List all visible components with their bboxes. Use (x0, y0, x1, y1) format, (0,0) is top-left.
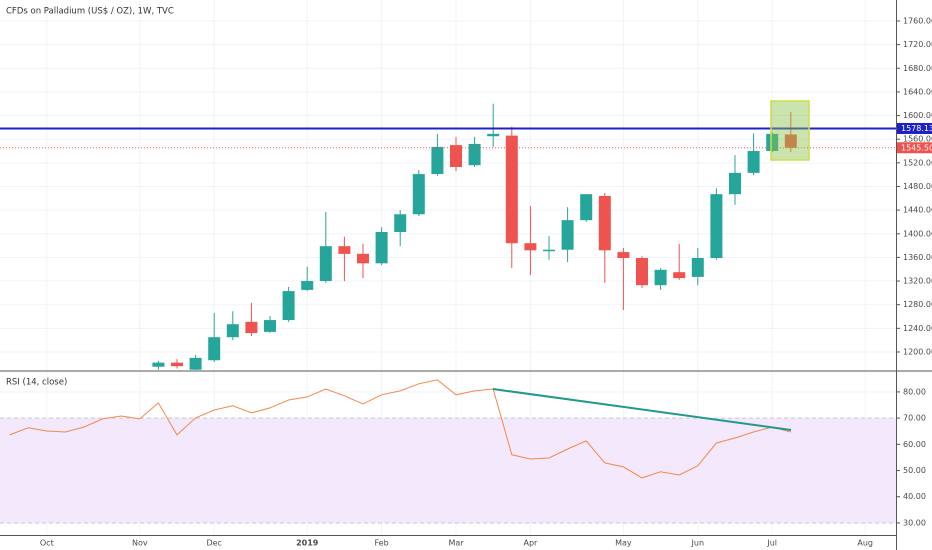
y-tick-label: 1320.00 (903, 277, 932, 286)
highlight-box (770, 100, 810, 161)
candle-body (784, 134, 797, 148)
candle-body (450, 145, 462, 167)
x-tick-label: Mar (448, 539, 464, 548)
candle-body (654, 269, 667, 286)
trend-line (492, 388, 792, 431)
y-tick-label: 1280.00 (903, 300, 932, 309)
candle-body (152, 362, 165, 367)
candle-body (710, 194, 723, 258)
candle-body (505, 135, 518, 244)
y-tick-label: 1240.00 (903, 324, 932, 333)
candle-body (598, 195, 611, 251)
y-tick-label: 80.00 (903, 387, 926, 396)
candle-body (617, 252, 630, 258)
y-tick-label: 1360.00 (903, 253, 932, 262)
y-tick-label: 1400.00 (903, 229, 932, 238)
candle-body (282, 291, 295, 321)
y-tick-label: 60.00 (903, 440, 926, 449)
price-label: 1545.50 (901, 143, 932, 152)
y-tick-label: 1760.00 (903, 16, 932, 25)
candle-body (673, 272, 686, 279)
candle-body (747, 151, 760, 173)
candle-body (264, 320, 276, 332)
candle-body (357, 253, 369, 264)
y-tick-label: 1560.00 (903, 135, 932, 144)
candle-body (766, 133, 779, 152)
x-tick-label: Oct (40, 539, 54, 548)
y-tick-label: 1680.00 (903, 64, 932, 73)
candle-body (301, 281, 314, 290)
candle-body (412, 174, 425, 215)
chart-title: CFDs on Palladium (US$ / OZ), 1W, TVC (6, 7, 174, 17)
candle-body (561, 220, 574, 250)
x-tick-label: Nov (132, 539, 148, 548)
candle-body (226, 324, 239, 338)
candle-body (319, 246, 332, 282)
y-tick-label: 40.00 (903, 492, 926, 501)
x-tick-label: Feb (375, 539, 389, 548)
candle-body (543, 249, 555, 252)
axes: Oct Nov Dec 2019 Feb Mar Apr May Jun Jul Aug 1200.0… (40, 16, 932, 548)
x-tick-label: Jul (766, 539, 777, 548)
candle-body (468, 143, 481, 166)
candle-body (524, 243, 537, 251)
candle-body (487, 133, 500, 137)
price-pane (0, 103, 896, 370)
y-tick-label: 1200.00 (903, 347, 932, 356)
y-tick-label: 1720.00 (903, 40, 932, 49)
candle-body (208, 337, 221, 361)
candle-body (636, 257, 648, 286)
candle-body (691, 257, 704, 277)
y-tick-label: 1600.00 (903, 111, 932, 120)
x-tick-label: Aug (857, 539, 873, 548)
candle-body (171, 362, 183, 367)
y-tick-label: 1640.00 (903, 87, 932, 96)
y-tick-label: 1440.00 (903, 206, 932, 215)
candle-body (375, 231, 388, 264)
candle-body (431, 146, 444, 175)
candle-body (189, 357, 202, 370)
price-label-box (897, 122, 932, 134)
rsi-line (9, 379, 791, 479)
x-tick-label: Dec (206, 539, 221, 548)
candle-body (394, 214, 407, 232)
x-tick-label: May (615, 539, 632, 548)
y-tick-label: 50.00 (903, 466, 926, 475)
y-tick-label: 1520.00 (903, 158, 932, 167)
candle-body (580, 194, 593, 221)
y-tick-label: 70.00 (903, 414, 926, 423)
x-tick-label: Jun (691, 539, 705, 548)
candle-body (729, 172, 741, 195)
price-label: 1578.13 (901, 124, 932, 133)
rsi-pane (0, 379, 896, 524)
y-tick-label: 30.00 (903, 518, 926, 527)
price-label-box (897, 142, 932, 154)
y-tick-label: 1480.00 (903, 182, 932, 191)
x-tick-label: 2019 (296, 539, 319, 548)
rsi-band (0, 418, 896, 523)
rsi-title: RSI (14, close) (6, 378, 67, 388)
x-tick-label: Apr (523, 539, 538, 548)
candle-body (338, 246, 351, 254)
candle-body (245, 321, 258, 334)
